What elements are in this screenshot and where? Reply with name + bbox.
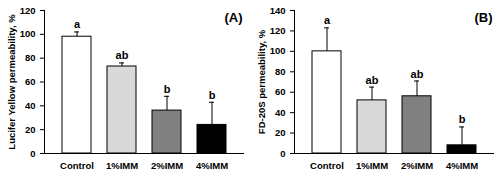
- svg-text:20: 20: [275, 127, 286, 138]
- svg-text:b: b: [164, 83, 171, 95]
- svg-text:Lucifer Yellow permeability, %: Lucifer Yellow permeability, %: [6, 14, 17, 150]
- svg-text:Control: Control: [60, 160, 94, 171]
- svg-text:4%IMM: 4%IMM: [446, 160, 478, 171]
- svg-text:2%IMM: 2%IMM: [151, 160, 183, 171]
- svg-text:ab: ab: [411, 67, 424, 79]
- svg-text:ab: ab: [116, 49, 129, 61]
- svg-text:2%IMM: 2%IMM: [401, 160, 433, 171]
- svg-text:80: 80: [275, 66, 286, 77]
- svg-text:1%IMM: 1%IMM: [106, 160, 138, 171]
- svg-text:b: b: [209, 89, 216, 101]
- svg-text:60: 60: [25, 76, 36, 87]
- svg-text:20: 20: [25, 124, 36, 135]
- svg-text:FD-20S permeability, %: FD-20S permeability, %: [256, 29, 267, 134]
- svg-text:Control: Control: [310, 160, 344, 171]
- svg-text:140: 140: [270, 5, 286, 16]
- svg-text:40: 40: [275, 107, 286, 118]
- svg-text:100: 100: [270, 45, 286, 56]
- svg-text:0: 0: [30, 148, 35, 159]
- svg-text:40: 40: [25, 100, 36, 111]
- svg-text:(A): (A): [224, 10, 242, 25]
- svg-text:0: 0: [280, 148, 285, 159]
- svg-text:120: 120: [270, 25, 286, 36]
- svg-text:(B): (B): [474, 10, 492, 25]
- svg-text:80: 80: [25, 52, 36, 63]
- svg-text:120: 120: [20, 5, 36, 16]
- svg-text:ab: ab: [366, 74, 379, 86]
- svg-text:100: 100: [20, 28, 36, 39]
- svg-text:60: 60: [275, 86, 286, 97]
- svg-text:1%IMM: 1%IMM: [356, 160, 388, 171]
- svg-text:4%IMM: 4%IMM: [196, 160, 228, 171]
- svg-text:a: a: [324, 14, 331, 26]
- svg-text:b: b: [459, 113, 466, 125]
- svg-text:a: a: [74, 18, 81, 30]
